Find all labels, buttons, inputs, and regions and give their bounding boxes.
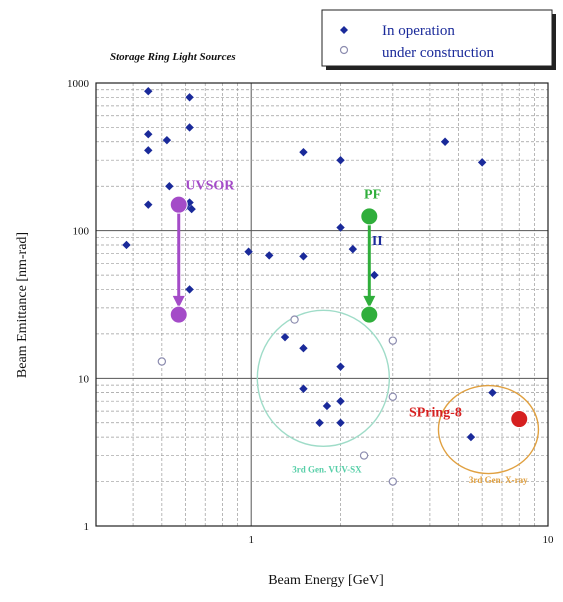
in-operation-point	[280, 332, 290, 342]
highlighted-point	[169, 195, 188, 214]
highlighted-point	[510, 410, 529, 429]
in-operation-point	[299, 343, 308, 353]
under-construction-point	[359, 451, 369, 460]
y-tick-label: 1	[84, 521, 90, 533]
in-operation-point	[477, 158, 487, 167]
y-tick-label: 10	[78, 373, 90, 385]
region-ellipse	[437, 384, 540, 475]
chart-title: Storage Ring Light Sources	[110, 51, 236, 63]
under-construction-point	[388, 336, 398, 345]
in-operation-point	[299, 147, 308, 157]
under-construction-point	[290, 315, 299, 324]
x-tick-label: 1	[248, 534, 254, 546]
legend-label-under-construction: under construction	[382, 45, 495, 61]
in-operation-point	[466, 432, 476, 442]
in-operation-point	[144, 200, 153, 209]
annotation-label: SPring-8	[409, 406, 462, 421]
in-operation-point	[165, 182, 174, 191]
in-operation-point	[336, 156, 345, 165]
annotation-label: 3rd Gen. VUV-SX	[292, 465, 362, 475]
legend: In operation under construction	[321, 9, 556, 70]
legend-marker-under-construction	[339, 45, 349, 55]
legend-marker-in-operation	[340, 26, 348, 34]
in-operation-point	[265, 251, 274, 260]
under-construction-point	[388, 392, 398, 401]
in-operation-point	[336, 397, 345, 406]
tick-labels: 1 10 1 10 100 1000	[67, 78, 554, 546]
under-construction-point	[157, 357, 167, 366]
in-operation-point	[348, 244, 358, 254]
in-operation-point	[315, 418, 324, 427]
upgrade-arrow-head	[363, 295, 376, 308]
legend-box	[321, 9, 553, 67]
regions	[256, 309, 540, 475]
in-operation-point	[440, 137, 450, 146]
in-operation-point	[144, 146, 153, 155]
in-operation-point	[322, 401, 332, 411]
in-operation-point	[336, 418, 345, 427]
upgrade-arrow-head	[172, 295, 185, 308]
legend-label-in-operation: In operation	[382, 23, 455, 39]
in-operation-point	[336, 223, 345, 232]
in-operation-point	[299, 252, 308, 261]
highlighted-point	[360, 305, 379, 324]
points	[122, 86, 529, 486]
in-operation-point	[488, 388, 497, 397]
under-construction-point	[388, 477, 398, 486]
y-tick-label: 1000	[67, 78, 90, 90]
annotation-label: II	[372, 234, 383, 249]
in-operation-point	[162, 135, 172, 145]
in-operation-point	[144, 86, 153, 96]
in-operation-point	[185, 123, 194, 132]
region-ellipse	[256, 309, 391, 448]
in-operation-point	[299, 384, 308, 393]
y-axis-label: Beam Emittance [nm-rad]	[15, 232, 30, 378]
in-operation-point	[187, 204, 196, 214]
y-tick-label: 100	[73, 226, 90, 238]
in-operation-point	[185, 93, 194, 102]
in-operation-point	[370, 270, 379, 280]
in-operation-point	[144, 130, 153, 139]
x-tick-label: 10	[543, 534, 555, 546]
in-operation-point	[244, 247, 253, 256]
in-operation-point	[122, 240, 131, 250]
x-axis-label: Beam Energy [GeV]	[268, 573, 384, 588]
annotation-label: 3rd Gen. X-ray	[469, 475, 528, 485]
annotation-label: UVSOR	[185, 179, 235, 194]
plot-frame	[95, 82, 549, 527]
highlighted-point	[169, 305, 188, 324]
in-operation-point	[336, 362, 345, 371]
annotation-label: PF	[364, 188, 381, 203]
highlighted-point	[360, 207, 379, 226]
in-operation-point	[185, 285, 194, 294]
annotations: UVSOR PF II SPring-8 3rd Gen. VUV-SX 3rd Gen.…	[185, 179, 528, 486]
